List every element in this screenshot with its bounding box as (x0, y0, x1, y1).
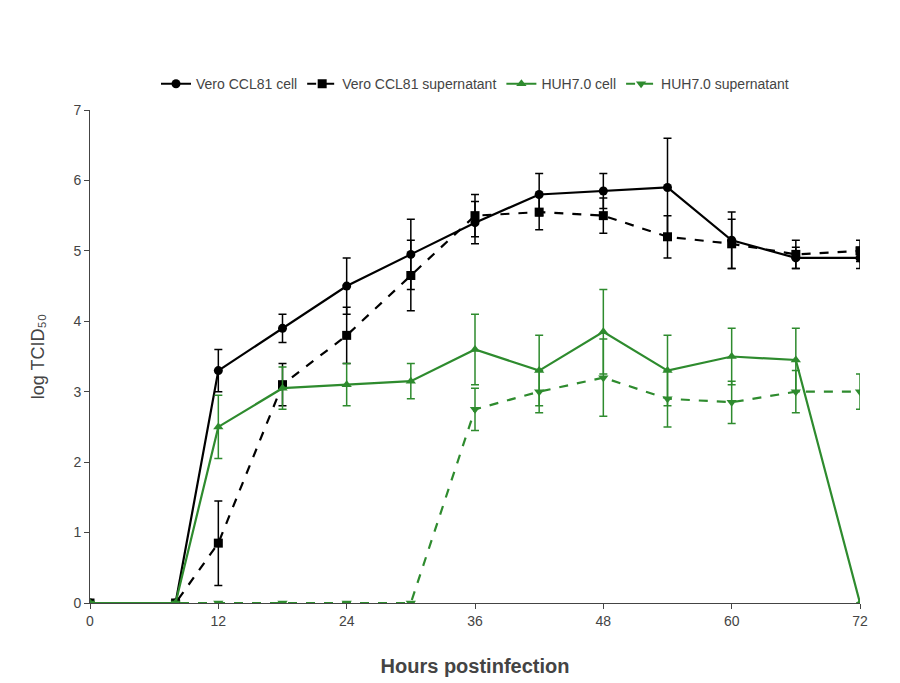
svg-text:24: 24 (339, 613, 355, 629)
svg-text:60: 60 (724, 613, 740, 629)
svg-text:7: 7 (73, 102, 81, 118)
svg-text:6: 6 (73, 172, 81, 188)
svg-text:4: 4 (73, 313, 81, 329)
svg-text:HUH7.0 cell: HUH7.0 cell (541, 76, 616, 92)
svg-text:12: 12 (211, 613, 227, 629)
svg-text:log TCID₅₀: log TCID₅₀ (28, 314, 48, 399)
svg-text:5: 5 (73, 243, 81, 259)
svg-text:0: 0 (86, 613, 94, 629)
svg-text:1: 1 (73, 524, 81, 540)
svg-text:Vero CCL81 supernatant: Vero CCL81 supernatant (342, 76, 496, 92)
svg-text:2: 2 (73, 454, 81, 470)
svg-text:0: 0 (73, 595, 81, 611)
svg-text:72: 72 (852, 613, 868, 629)
svg-text:48: 48 (596, 613, 612, 629)
svg-text:3: 3 (73, 384, 81, 400)
svg-text:36: 36 (467, 613, 483, 629)
svg-text:HUH7.0 supernatant: HUH7.0 supernatant (661, 76, 789, 92)
svg-text:Vero CCL81 cell: Vero CCL81 cell (196, 76, 297, 92)
svg-text:Hours postinfection: Hours postinfection (381, 655, 570, 677)
